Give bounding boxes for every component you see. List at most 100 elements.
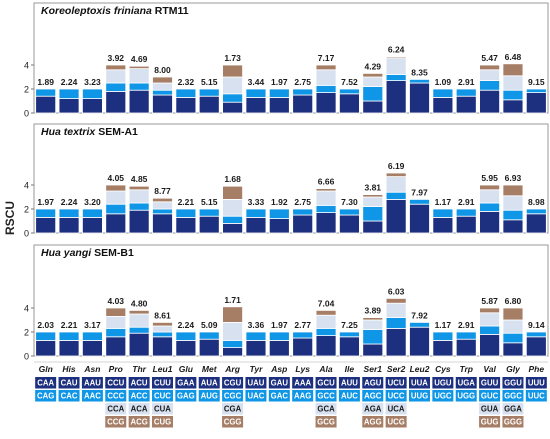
- codon-box: [385, 416, 407, 428]
- bar-lys: 2.77: [292, 320, 314, 357]
- codon-label: UCA: [388, 405, 405, 414]
- codon-label: CUU: [154, 379, 171, 388]
- y-axis-label: RSCU: [3, 201, 17, 235]
- codon-box: [152, 390, 173, 402]
- bar-segment: [385, 327, 407, 357]
- bar-segment: [339, 331, 360, 338]
- total-label: 4.85: [131, 174, 148, 184]
- codon-label: GUA: [481, 405, 499, 414]
- total-label: 1.17: [435, 197, 452, 207]
- total-label: 1.89: [37, 77, 54, 87]
- bar-segment: [502, 63, 524, 77]
- bar-segment: [222, 321, 243, 341]
- codon-box: [292, 390, 314, 402]
- codon-box: [198, 377, 220, 389]
- bar-segment: [525, 88, 547, 93]
- y-tick-label: 2: [24, 205, 29, 215]
- category-label: Glu: [179, 364, 194, 374]
- bar-segment: [175, 88, 197, 98]
- codon-label: GCU: [317, 379, 335, 388]
- panel-2: 0 2 4 Hua textrix SEM-A1 1.97 2.24 3.20 4.05 4.8…: [24, 123, 549, 239]
- bar-segment: [128, 209, 150, 234]
- total-label: 3.33: [248, 197, 265, 207]
- bar-segment: [58, 208, 80, 218]
- bar-segment: [479, 325, 500, 335]
- bar-segment: [455, 95, 477, 114]
- bar-segment: [479, 184, 500, 191]
- bar-segment: [432, 331, 454, 341]
- codon-label: GCA: [317, 405, 335, 414]
- codon-label: CAG: [37, 392, 54, 401]
- total-label: 2.75: [294, 77, 311, 87]
- bar-segment: [152, 331, 173, 338]
- total-label: 7.92: [411, 310, 428, 320]
- codon-label: CCA: [107, 405, 124, 414]
- bar-gly: 6.93: [502, 173, 524, 234]
- codon-label: UUA: [411, 379, 428, 388]
- bar-asp: 1.97: [268, 320, 290, 357]
- bar-segment: [385, 56, 407, 59]
- bar-segment: [82, 208, 103, 218]
- codon-label: GGG: [504, 418, 522, 427]
- y-tick-label: 4: [24, 61, 29, 71]
- codon-box: [432, 377, 454, 389]
- bar-segment: [315, 188, 337, 192]
- codon-box: [362, 403, 384, 415]
- bar-segment: [315, 92, 337, 114]
- codon-label: AGA: [364, 405, 382, 414]
- category-label: Gly: [506, 364, 521, 374]
- bar-segment: [245, 339, 267, 357]
- codon-label: AUU: [341, 379, 358, 388]
- bar-segment: [362, 220, 384, 234]
- codon-box: [152, 377, 173, 389]
- bar-segment: [245, 331, 267, 341]
- codon-box: [35, 390, 57, 402]
- bar-segment: [128, 185, 150, 191]
- bar-segment: [82, 98, 103, 114]
- y-tick-label: 0: [24, 352, 29, 362]
- codon-label: ACC: [131, 392, 148, 401]
- bar-segment: [385, 302, 407, 319]
- total-label: 1.09: [435, 77, 452, 87]
- bar-segment: [222, 76, 243, 95]
- category-label: Pro: [109, 364, 123, 374]
- codon-label: UCC: [388, 392, 405, 401]
- bar-his: 2.24: [58, 197, 80, 234]
- total-label: 5.15: [201, 77, 218, 87]
- bar-pro: 4.03: [105, 296, 127, 357]
- codon-label: GCC: [317, 392, 335, 401]
- bar-gly: 6.48: [502, 52, 524, 114]
- bar-segment: [198, 331, 220, 340]
- bar-segment: [292, 88, 314, 96]
- bar-segment: [222, 93, 243, 103]
- codon-box: [128, 377, 150, 389]
- total-label: 2.75: [294, 197, 311, 207]
- codon-box: [525, 377, 547, 389]
- bar-ile: 7.30: [339, 197, 360, 234]
- category-label: Asp: [270, 364, 287, 374]
- bar-asp: 1.92: [268, 197, 290, 234]
- bar-segment: [268, 331, 290, 341]
- bar-segment: [105, 82, 127, 92]
- total-label: 8.98: [528, 197, 545, 207]
- codon-label: CGC: [224, 392, 242, 401]
- bar-segment: [339, 88, 360, 95]
- bar-ser1: 4.29: [362, 61, 384, 114]
- codon-label: GAC: [271, 392, 289, 401]
- codon-box: [315, 377, 337, 389]
- codon-label: CCU: [107, 379, 124, 388]
- bar-ser2: 6.24: [385, 45, 407, 114]
- bar-segment: [58, 339, 80, 357]
- codon-label: AGU: [364, 379, 382, 388]
- bar-segment: [128, 332, 150, 357]
- codon-box: [128, 416, 150, 428]
- bar-segment: [362, 73, 384, 78]
- bar-gln: 2.03: [35, 320, 57, 357]
- bar-segment: [385, 176, 407, 193]
- bar-lys: 2.75: [292, 77, 314, 114]
- total-label: 4.80: [131, 298, 148, 308]
- codon-box: [105, 377, 127, 389]
- codon-label: AUG: [201, 392, 218, 401]
- bar-phe: 9.15: [525, 77, 547, 114]
- total-label: 2.03: [37, 320, 54, 330]
